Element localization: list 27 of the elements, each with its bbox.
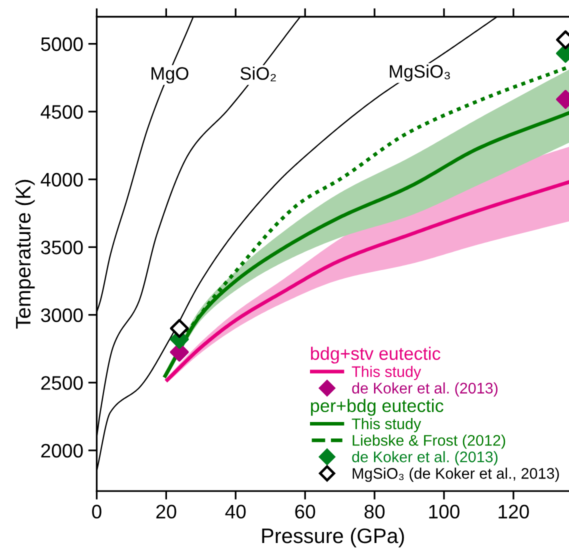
y-tick-label: 3000 (41, 308, 83, 322)
annotation: MgO (152, 67, 188, 84)
legend-label: de Koker et al. (2013) (352, 451, 498, 466)
annotation: bdg+stv eutectic (311, 346, 440, 364)
legend-label: de Koker et al. (2013) (352, 382, 498, 397)
legend-label: MgSiO₃ (de Koker et al., 2013) (352, 468, 559, 482)
x-tick-label: 20 (156, 504, 176, 519)
legend-label: This study (352, 366, 422, 380)
annotation: per+bdg eutectic (311, 398, 444, 416)
y-tick-label: 5000 (41, 37, 83, 52)
legend-label: This study (352, 418, 422, 432)
legend-label: Liebske & Frost (2012) (352, 434, 506, 449)
x-tick-label: 40 (225, 504, 246, 519)
x-tick-label: 80 (364, 504, 385, 519)
x-axis-title: Pressure (GPa) (262, 528, 404, 548)
x-tick-label: 60 (295, 504, 316, 519)
y-tick-label: 2500 (41, 376, 83, 390)
x-tick-label: 100 (429, 504, 460, 519)
annotation: SiO₂ (240, 66, 276, 82)
y-tick-label: 4000 (40, 172, 83, 187)
x-tick-label: 120 (498, 504, 529, 519)
x-tick-label: 0 (92, 504, 102, 519)
y-tick-label: 2000 (41, 444, 83, 458)
y-tick-label: 3500 (41, 240, 83, 254)
annotation: MgSiO₃ (390, 64, 450, 82)
y-tick-label: 4500 (40, 105, 83, 119)
y-axis-title: Temperature (K) (15, 180, 35, 329)
